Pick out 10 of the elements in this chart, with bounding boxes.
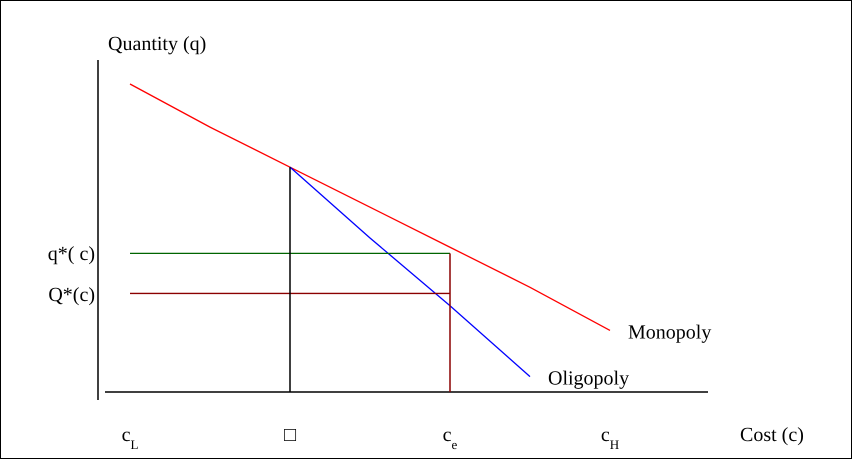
text: q*( c) bbox=[48, 243, 95, 265]
x-axis-title: Cost (c) bbox=[740, 424, 804, 446]
x-tick-label: c$_{H}$ bbox=[600, 424, 620, 452]
x-tick-label: c$_{e}$ bbox=[442, 424, 458, 452]
series-label: Monopoly bbox=[628, 321, 712, 344]
text: Q*(c) bbox=[48, 284, 95, 306]
y-axis-title: Quantity (q) bbox=[108, 33, 206, 55]
series-label: Oligopoly bbox=[548, 368, 630, 390]
x-tick-label: c$_{L}$ bbox=[122, 424, 138, 452]
x-tick-label: □ bbox=[284, 424, 297, 446]
